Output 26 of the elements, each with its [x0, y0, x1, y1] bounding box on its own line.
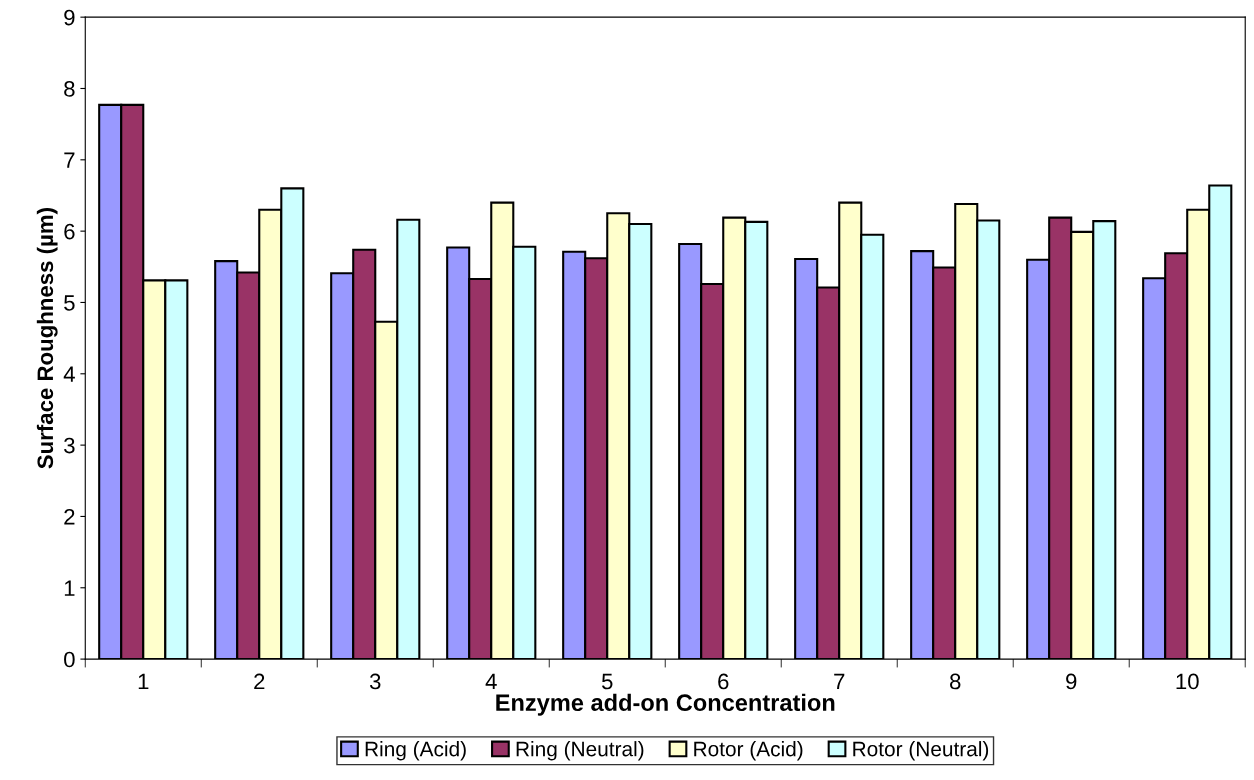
y-tick-label: 6	[64, 223, 75, 240]
x-tick-label: 3	[369, 673, 381, 690]
y-tick-label: 4	[63, 366, 75, 382]
x-tick-label: 1	[138, 673, 149, 690]
x-tick-label: 7	[834, 673, 845, 690]
x-tick-label: 8	[950, 673, 961, 690]
x-tick-label: 10	[1176, 673, 1199, 690]
x-axis-title: Enzyme add-on Concentration	[496, 693, 835, 716]
y-tick-label: 7	[64, 152, 75, 168]
y-axis-title: Surface Roughness (µm)	[36, 208, 58, 469]
y-tick-label: 5	[64, 295, 75, 311]
legend-label: Ring (Acid)	[365, 741, 466, 761]
y-tick-label: 1	[64, 580, 75, 596]
y-tick-label: 8	[64, 81, 75, 97]
x-tick-label: 2	[254, 673, 265, 690]
x-tick-label: 9	[1066, 673, 1077, 690]
x-tick-label: 5	[601, 673, 613, 690]
x-tick-label: 4	[485, 673, 497, 690]
y-tick-label: 2	[64, 508, 75, 525]
legend-label: Rotor (Acid)	[694, 741, 803, 761]
y-tick-label: 9	[64, 9, 75, 26]
y-tick-label: 3	[64, 437, 75, 454]
x-tick-label: 6	[718, 673, 729, 690]
y-tick-label: 0	[64, 651, 75, 668]
legend-label: Rotor (Neutral)	[853, 741, 989, 761]
legend-label: Ring (Neutral)	[516, 741, 644, 761]
